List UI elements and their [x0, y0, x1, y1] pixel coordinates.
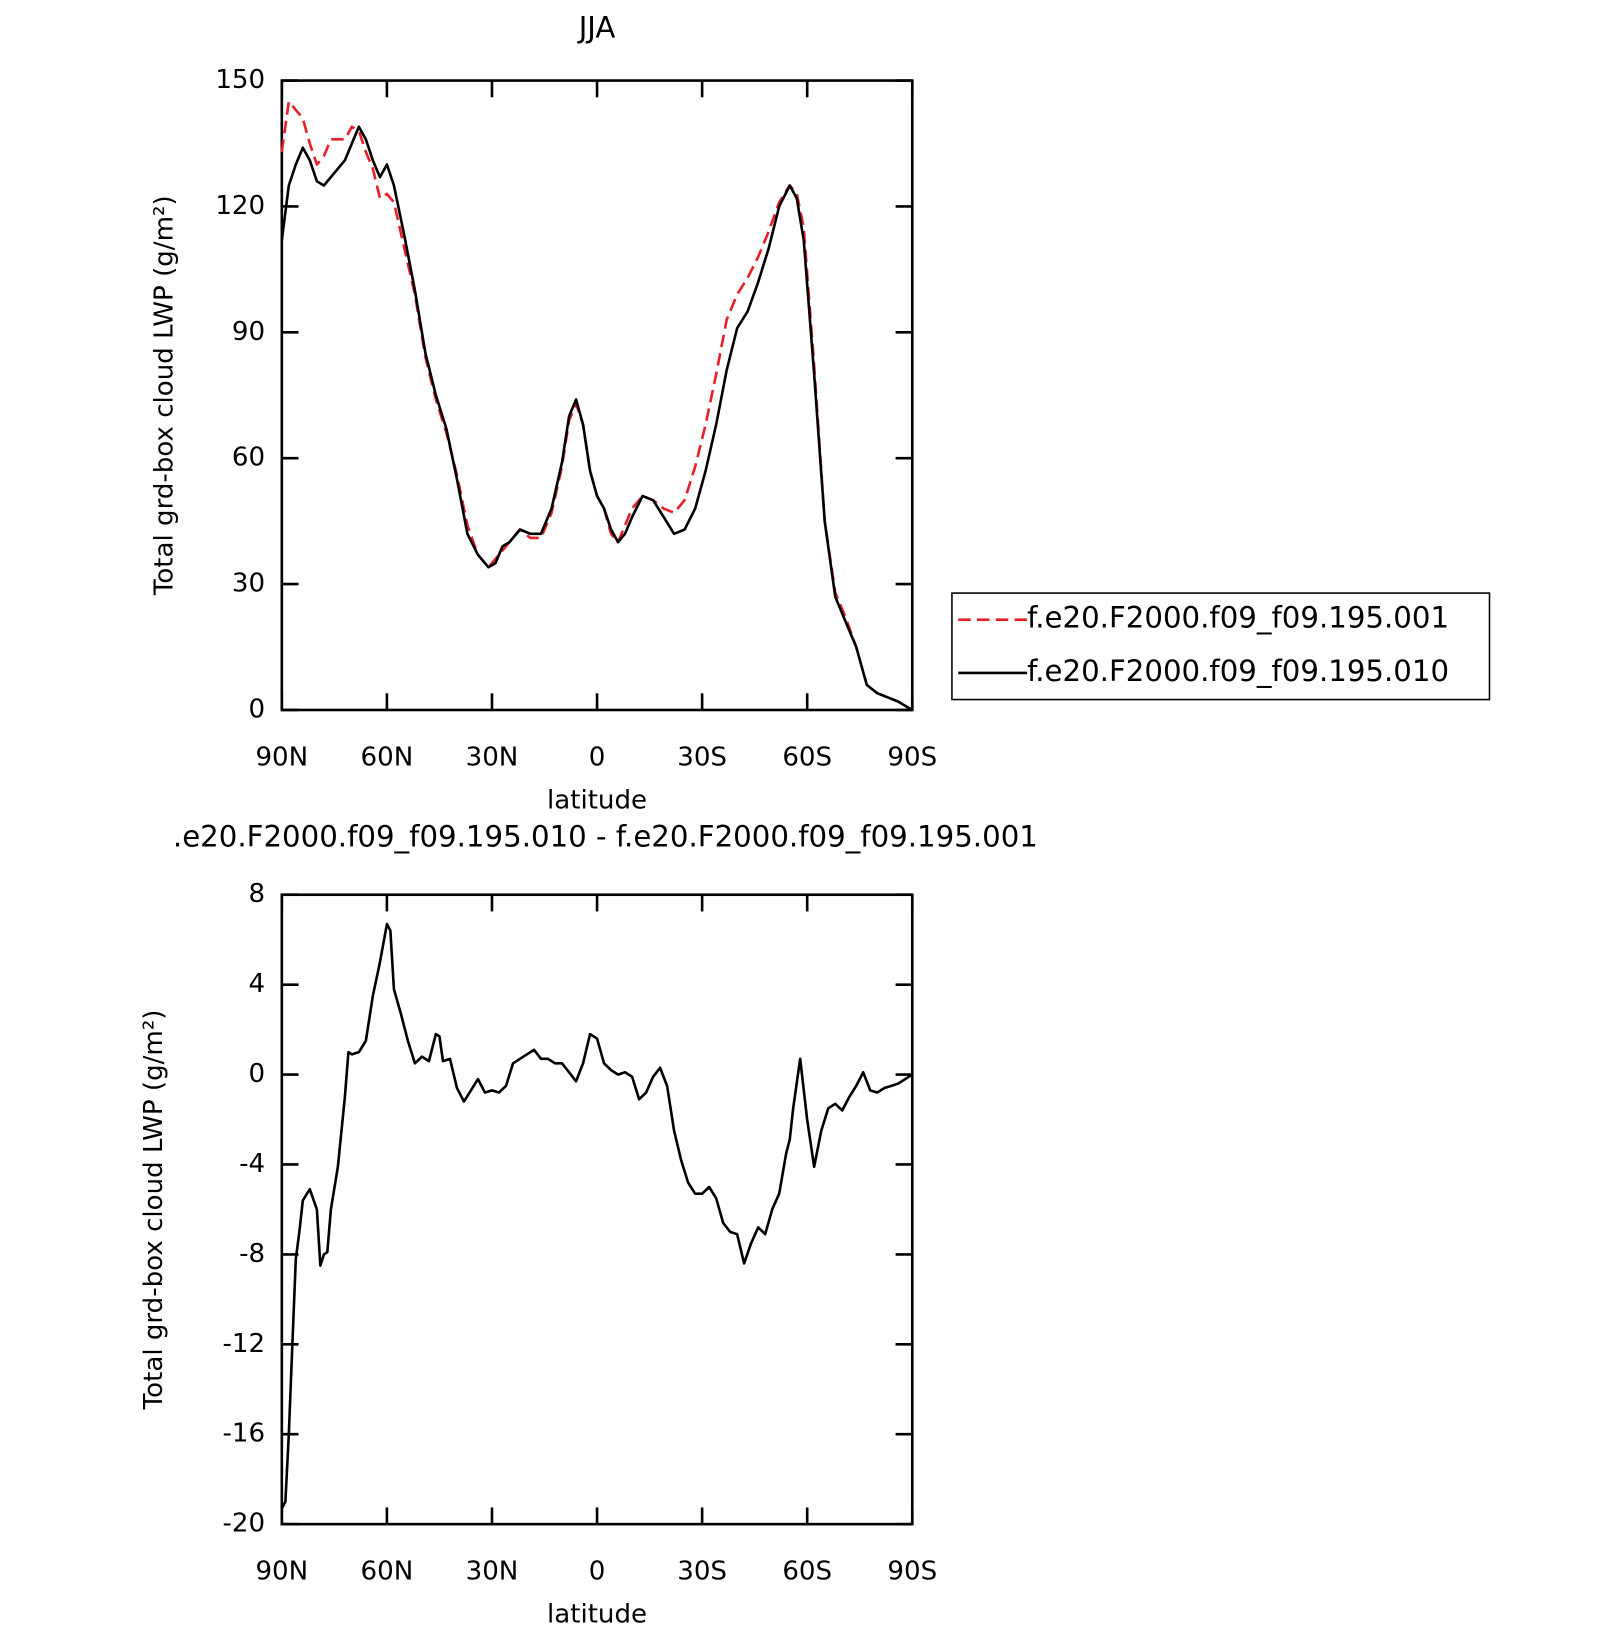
x-tick-label: 30N [466, 743, 519, 773]
y-tick-label: 60 [232, 443, 265, 473]
x-tick-label: 90N [255, 1557, 308, 1587]
y-tick-label: 4 [249, 969, 266, 999]
x-tick-label: 90S [887, 743, 937, 773]
y-tick-label: 90 [232, 317, 265, 347]
x-tick-label: 60N [361, 1557, 414, 1587]
plot-frame [280, 79, 914, 712]
y-axis-label: Total grd-box cloud LWP (g/m²) [139, 1010, 169, 1411]
x-tick-label: 30N [466, 1557, 519, 1587]
chart-title: .e20.F2000.f09_f09.195.010 - f.e20.F2000… [173, 819, 1038, 853]
x-tick-label: 0 [589, 743, 606, 773]
y-tick-label: 150 [215, 65, 265, 95]
x-tick-label: 60S [782, 743, 832, 773]
x-tick-label: 30S [677, 743, 727, 773]
x-axis-label: latitude [547, 1599, 647, 1629]
data-line [280, 125, 913, 712]
x-tick-label: 30S [677, 1557, 727, 1587]
legend-label: f.e20.F2000.f09_f09.195.001 [1027, 601, 1449, 635]
y-tick-label: -8 [239, 1239, 265, 1269]
y-tick-label: 30 [232, 569, 265, 599]
y-tick-label: -12 [223, 1329, 266, 1359]
y-tick-label: -4 [239, 1149, 265, 1179]
x-axis-label: latitude [547, 785, 647, 815]
legend-label: f.e20.F2000.f09_f09.195.010 [1027, 654, 1449, 688]
plot-frame [280, 893, 914, 1526]
y-tick-label: 8 [249, 879, 266, 909]
x-tick-label: 60N [361, 743, 414, 773]
y-axis-label: Total grd-box cloud LWP (g/m²) [149, 195, 179, 596]
y-tick-label: 0 [249, 1059, 266, 1089]
x-tick-label: 90N [255, 743, 308, 773]
x-tick-label: 90S [887, 1557, 937, 1587]
y-tick-label: 120 [215, 191, 265, 221]
y-tick-label: -16 [223, 1419, 266, 1449]
y-tick-label: -20 [223, 1509, 266, 1539]
legend-box [951, 592, 1491, 701]
x-tick-label: 0 [589, 1557, 606, 1587]
y-tick-label: 0 [249, 694, 266, 724]
data-line [280, 922, 913, 1509]
x-tick-label: 60S [782, 1557, 832, 1587]
chart-title: JJA [577, 10, 616, 44]
